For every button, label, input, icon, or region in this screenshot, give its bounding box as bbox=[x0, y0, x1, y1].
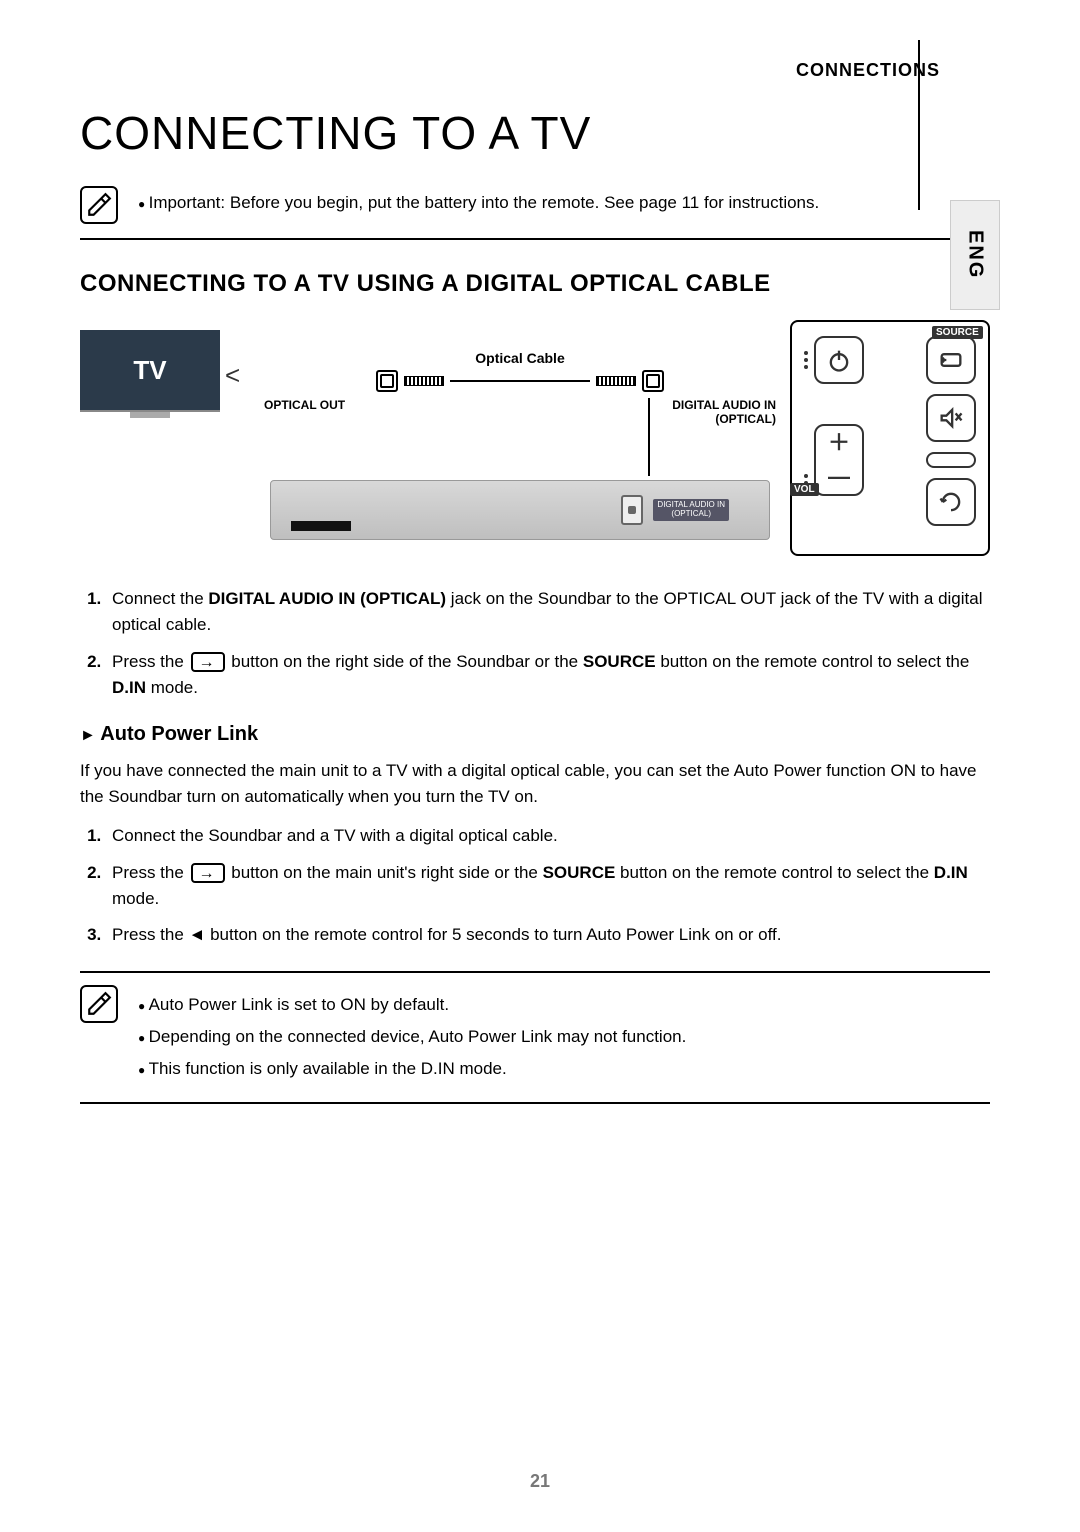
leader-line bbox=[648, 398, 650, 476]
step-2-3: Press the ◄ button on the remote control… bbox=[106, 922, 990, 948]
cable-sublabels: OPTICAL OUT DIGITAL AUDIO IN (OPTICAL) bbox=[260, 398, 780, 426]
source-inline-icon-2 bbox=[191, 863, 225, 883]
subheading: CONNECTING TO A TV USING A DIGITAL OPTIC… bbox=[80, 270, 990, 298]
auto-power-link-intro: If you have connected the main unit to a… bbox=[80, 758, 990, 809]
diagram-left: TV < Optical Cable OPTICAL OUT DIGITAL A… bbox=[80, 320, 780, 550]
cable-wire bbox=[450, 380, 590, 382]
soundbar-optical-port-icon bbox=[621, 495, 643, 525]
source-button-label: SOURCE bbox=[932, 326, 983, 339]
remote-indicator-dots bbox=[804, 351, 808, 369]
auto-power-link-heading: Auto Power Link bbox=[80, 723, 990, 746]
volume-label: VOL bbox=[790, 483, 819, 496]
step-1-2: Press the button on the right side of th… bbox=[106, 649, 990, 702]
side-rule bbox=[918, 40, 920, 210]
top-note: Important: Before you begin, put the bat… bbox=[80, 190, 990, 240]
remote-pill-button-icon bbox=[926, 452, 976, 468]
soundbar-port-tag: DIGITAL AUDIO IN (OPTICAL) bbox=[653, 499, 729, 521]
step-2-2: Press the button on the main unit's righ… bbox=[106, 860, 990, 913]
tv-box: TV bbox=[80, 330, 220, 410]
source-inline-icon bbox=[191, 652, 225, 672]
soundbar: DIGITAL AUDIO IN (OPTICAL) bbox=[270, 480, 770, 540]
page-number: 21 bbox=[0, 1471, 1080, 1492]
tv-output-arrow: < bbox=[225, 360, 240, 391]
cable-plug-right-icon bbox=[596, 376, 636, 386]
optical-in-jack-icon bbox=[642, 370, 664, 392]
volume-rocker-icon: ＋ ― VOL bbox=[814, 424, 864, 496]
language-tab-label: ENG bbox=[964, 230, 987, 279]
connection-diagram: TV < Optical Cable OPTICAL OUT DIGITAL A… bbox=[80, 320, 990, 556]
note-b2: Depending on the connected device, Auto … bbox=[138, 1021, 686, 1053]
page-title: CONNECTING TO A TV bbox=[80, 106, 990, 160]
steps-list-1: Connect the DIGITAL AUDIO IN (OPTICAL) j… bbox=[80, 586, 990, 701]
step-1-1: Connect the DIGITAL AUDIO IN (OPTICAL) j… bbox=[106, 586, 990, 639]
source-button-icon: SOURCE bbox=[926, 336, 976, 384]
cable-plug-left-icon bbox=[404, 376, 444, 386]
mute-button-icon bbox=[926, 394, 976, 442]
remote-diagram: SOURCE ＋ ― VOL bbox=[790, 320, 990, 556]
soundbar-display bbox=[291, 521, 351, 531]
repeat-button-icon bbox=[926, 478, 976, 526]
section-tag: CONNECTIONS bbox=[80, 60, 940, 81]
top-note-text: Important: Before you begin, put the bat… bbox=[138, 190, 819, 216]
step-2-1: Connect the Soundbar and a TV with a dig… bbox=[106, 823, 990, 849]
note-icon bbox=[80, 186, 118, 224]
bottom-notes: Auto Power Link is set to ON by default.… bbox=[80, 971, 990, 1104]
power-button-icon bbox=[814, 336, 864, 384]
steps-list-2: Connect the Soundbar and a TV with a dig… bbox=[80, 823, 990, 948]
cable-label: Optical Cable bbox=[260, 350, 780, 366]
optical-out-jack-icon bbox=[376, 370, 398, 392]
cable-row: Optical Cable OPTICAL OUT DIGITAL AUDIO … bbox=[260, 350, 780, 426]
note-b1: Auto Power Link is set to ON by default. bbox=[138, 989, 686, 1021]
language-tab: ENG bbox=[950, 200, 1000, 310]
note-b3: This function is only available in the D… bbox=[138, 1053, 686, 1085]
note-icon-2 bbox=[80, 985, 118, 1023]
tv-stand bbox=[130, 412, 170, 418]
optical-out-label: OPTICAL OUT bbox=[264, 398, 345, 426]
digital-audio-in-label: DIGITAL AUDIO IN (OPTICAL) bbox=[672, 398, 776, 426]
cable-line bbox=[260, 370, 780, 392]
